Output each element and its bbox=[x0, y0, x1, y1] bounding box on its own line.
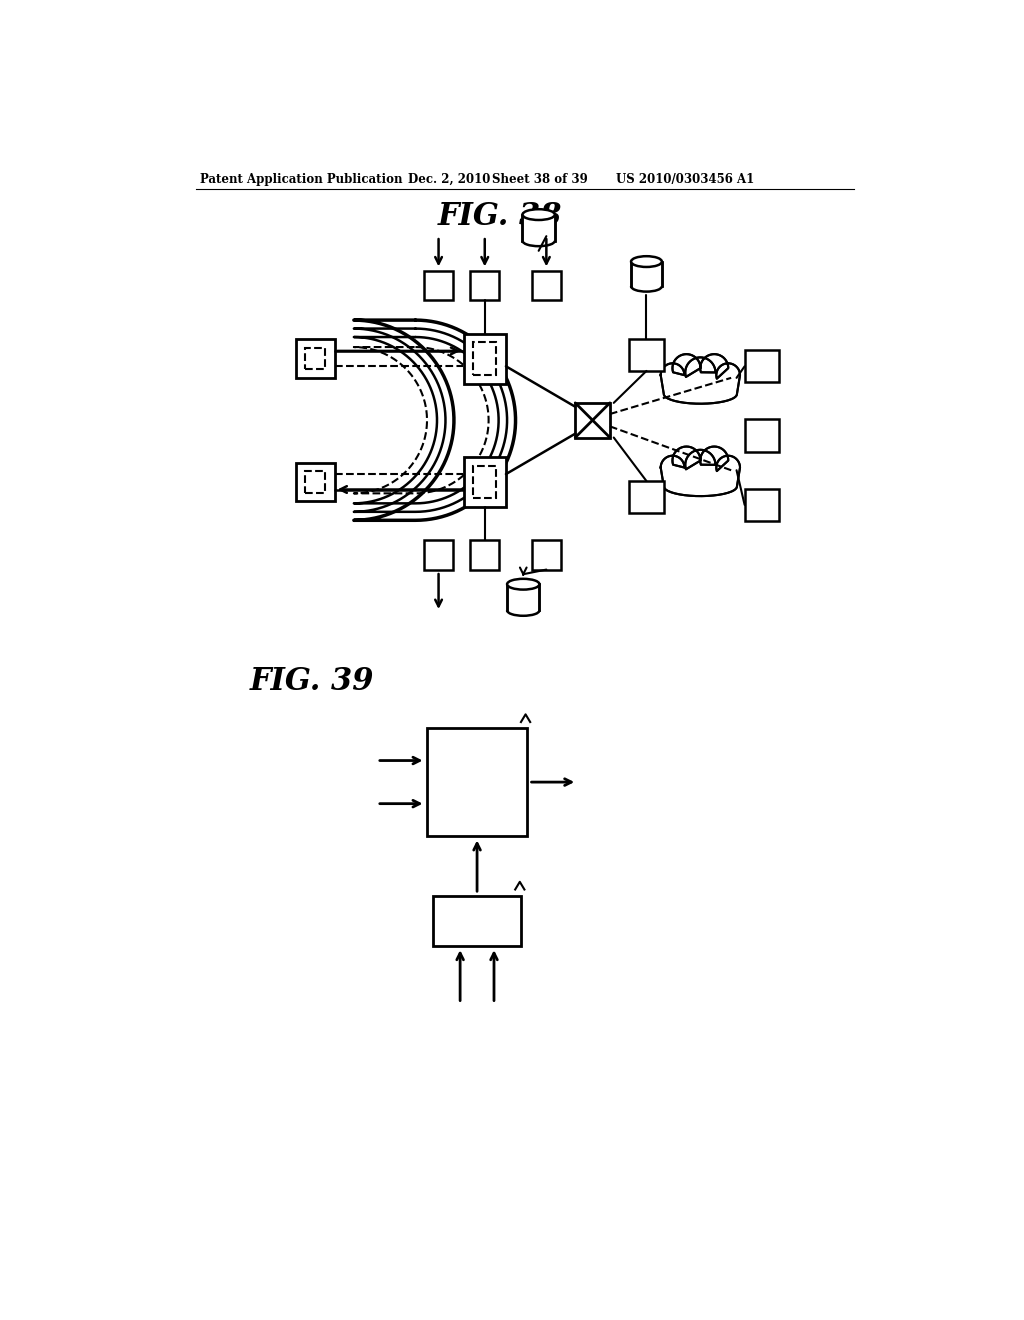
Text: FIG. 38: FIG. 38 bbox=[438, 201, 562, 231]
Bar bbox=[433, 896, 521, 945]
Ellipse shape bbox=[507, 578, 540, 590]
Bar bbox=[744, 420, 779, 451]
Bar bbox=[473, 342, 497, 375]
Bar bbox=[507, 585, 540, 610]
Ellipse shape bbox=[522, 209, 555, 220]
Ellipse shape bbox=[631, 256, 662, 267]
Bar bbox=[629, 339, 664, 371]
Bar bbox=[473, 466, 497, 498]
Bar bbox=[629, 480, 664, 513]
Polygon shape bbox=[660, 446, 740, 496]
Bar bbox=[427, 729, 527, 836]
Bar bbox=[296, 339, 335, 378]
Bar bbox=[464, 457, 506, 507]
Bar bbox=[744, 488, 779, 521]
Bar bbox=[531, 271, 561, 300]
Bar bbox=[744, 350, 779, 383]
Bar bbox=[305, 348, 326, 370]
Bar bbox=[631, 261, 662, 286]
Bar bbox=[522, 215, 555, 240]
Bar bbox=[531, 540, 561, 570]
Text: US 2010/0303456 A1: US 2010/0303456 A1 bbox=[615, 173, 754, 186]
Bar bbox=[424, 271, 454, 300]
Bar bbox=[424, 540, 454, 570]
Text: Sheet 38 of 39: Sheet 38 of 39 bbox=[493, 173, 588, 186]
Bar bbox=[296, 462, 335, 502]
Text: FIG. 39: FIG. 39 bbox=[250, 667, 375, 697]
Bar bbox=[470, 271, 500, 300]
Bar bbox=[305, 471, 326, 492]
Bar bbox=[470, 540, 500, 570]
Text: Dec. 2, 2010: Dec. 2, 2010 bbox=[408, 173, 490, 186]
Polygon shape bbox=[660, 354, 740, 404]
Text: Patent Application Publication: Patent Application Publication bbox=[200, 173, 402, 186]
Bar bbox=[575, 403, 610, 437]
Bar bbox=[464, 334, 506, 384]
